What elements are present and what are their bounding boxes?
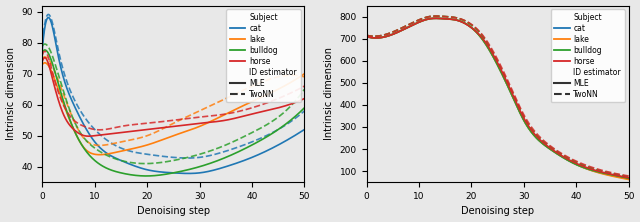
X-axis label: Denoising step: Denoising step: [137, 206, 210, 216]
Y-axis label: Intrinsic dimension: Intrinsic dimension: [6, 47, 15, 140]
X-axis label: Denoising step: Denoising step: [461, 206, 534, 216]
Y-axis label: Intrinsic dimension: Intrinsic dimension: [324, 47, 334, 140]
Legend: Subject, cat, lake, bulldog, horse, ID estimator, MLE, TwoNN: Subject, cat, lake, bulldog, horse, ID e…: [550, 9, 625, 102]
Legend: Subject, cat, lake, bulldog, horse, ID estimator, MLE, TwoNN: Subject, cat, lake, bulldog, horse, ID e…: [227, 9, 301, 102]
